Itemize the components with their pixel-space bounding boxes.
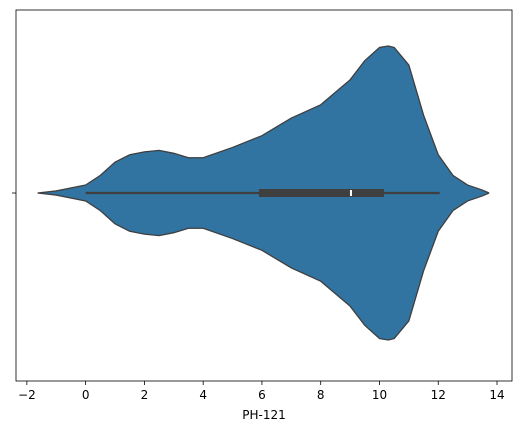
x-tick-label: 2 <box>141 388 149 402</box>
x-tick-label: 6 <box>258 388 266 402</box>
median <box>349 190 352 196</box>
x-tick-label: 10 <box>372 388 387 402</box>
x-axis-label: PH-121 <box>242 408 286 422</box>
x-tick-label: −2 <box>18 388 36 402</box>
x-tick-label: 8 <box>317 388 325 402</box>
x-tick-label: 14 <box>489 388 504 402</box>
x-tick-label: 12 <box>431 388 446 402</box>
x-tick-label: 0 <box>82 388 90 402</box>
violin-edge <box>37 192 490 341</box>
violin-edge <box>37 45 490 194</box>
axes-frame <box>15 9 513 382</box>
iqr-box <box>259 189 384 197</box>
x-tick-label: 4 <box>199 388 207 402</box>
